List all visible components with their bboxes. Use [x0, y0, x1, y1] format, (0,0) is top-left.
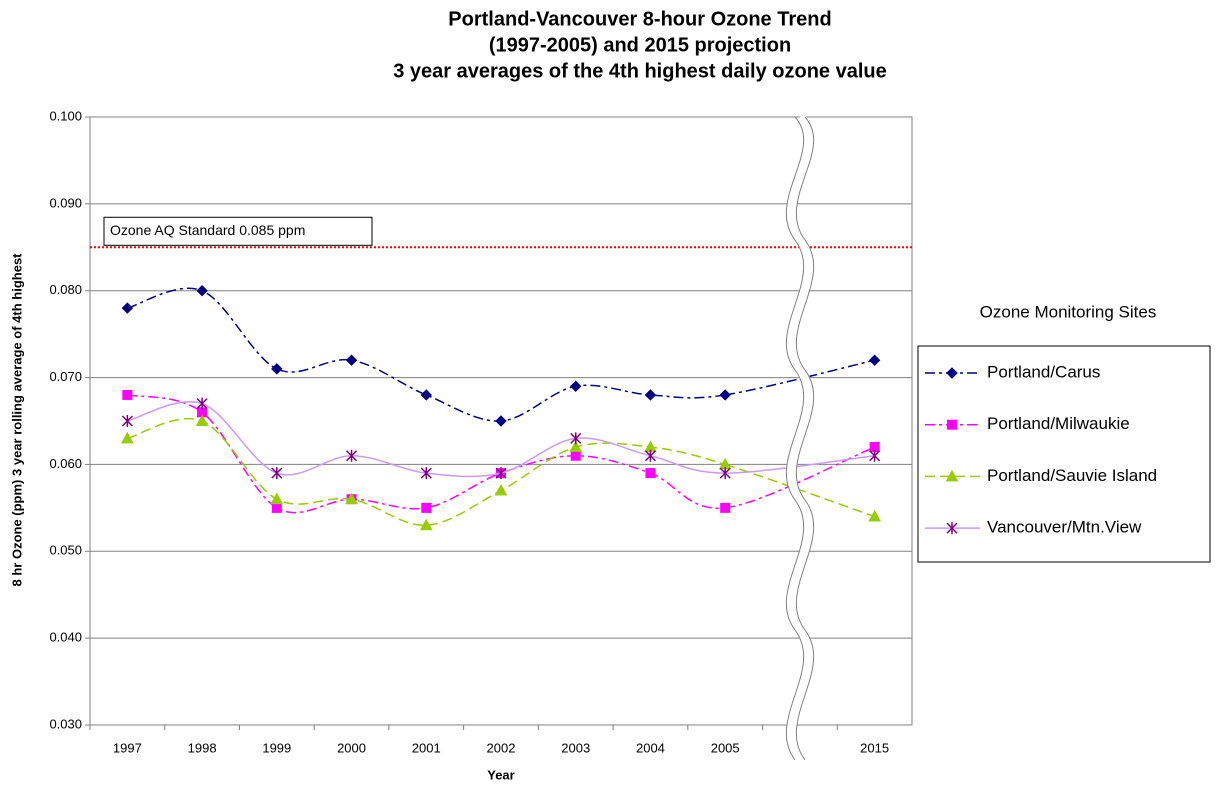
chart-title: (1997-2005) and 2015 projection — [489, 34, 791, 56]
data-point — [420, 389, 432, 401]
series-line — [127, 417, 726, 526]
y-tick-label: 0.040 — [49, 630, 82, 645]
data-point — [570, 380, 582, 392]
legend-marker — [947, 419, 957, 430]
legend-marker — [946, 522, 958, 535]
data-point — [121, 302, 134, 314]
break-mask — [786, 113, 814, 763]
data-point — [869, 449, 881, 462]
legend-label: Portland/Milwaukie — [987, 414, 1130, 433]
y-tick-label: 0.050 — [49, 543, 82, 558]
data-point — [271, 467, 283, 480]
legend-label: Portland/Sauvie Island — [987, 466, 1157, 485]
data-point — [720, 502, 731, 513]
legend-marker — [946, 367, 958, 379]
data-point — [122, 389, 133, 400]
y-tick-label: 0.060 — [49, 456, 82, 471]
x-tick-label: 2000 — [337, 740, 366, 755]
data-point — [570, 432, 582, 445]
data-point — [495, 415, 507, 427]
chart-title: Portland-Vancouver 8-hour Ozone Trend — [448, 8, 831, 30]
reference-label: Ozone AQ Standard 0.085 ppm — [110, 222, 305, 238]
data-point — [270, 492, 284, 505]
series-line — [127, 401, 726, 478]
legend-title: Ozone Monitoring Sites — [980, 302, 1157, 321]
data-point — [494, 483, 508, 496]
data-point — [271, 363, 283, 375]
series-bridge — [725, 359, 875, 396]
data-point — [570, 450, 581, 461]
x-tick-label: 2004 — [636, 740, 665, 755]
data-point — [719, 389, 731, 401]
x-tick-label: 1999 — [262, 740, 291, 755]
plot — [85, 116, 912, 730]
data-point — [195, 414, 209, 426]
data-point — [719, 467, 731, 480]
break-line — [795, 116, 815, 761]
x-tick-label: 2015 — [860, 740, 889, 755]
axis-break — [785, 113, 815, 763]
data-point — [196, 285, 208, 297]
legend-label: Portland/Carus — [987, 362, 1100, 381]
data-point — [420, 467, 432, 480]
y-tick-label: 0.100 — [49, 108, 82, 123]
y-tick-label: 0.070 — [49, 369, 82, 384]
x-tick-label: 2003 — [561, 740, 590, 755]
y-axis-title: 8 hr Ozone (ppm) 3 year rolling average … — [9, 253, 24, 587]
x-axis-title: Year — [487, 767, 514, 782]
data-point — [644, 449, 656, 462]
x-tick-label: 2002 — [487, 740, 516, 755]
x-tick-label: 1998 — [188, 740, 217, 755]
data-point — [345, 492, 358, 505]
chart-title: 3 year averages of the 4th highest daily… — [393, 60, 887, 82]
y-tick-label: 0.090 — [49, 195, 82, 210]
y-tick-label: 0.080 — [49, 282, 82, 297]
data-point — [421, 502, 432, 513]
data-point — [419, 518, 433, 531]
legend-label: Vancouver/Mtn.View — [987, 518, 1142, 537]
data-point — [345, 354, 358, 366]
data-point — [868, 354, 881, 366]
legend-marker — [945, 469, 959, 482]
series-bridge — [724, 463, 875, 518]
data-point — [644, 389, 657, 401]
y-tick-label: 0.030 — [49, 716, 82, 731]
data-point — [196, 397, 208, 410]
series-bridge — [725, 454, 875, 474]
data-point — [271, 502, 282, 513]
reference-label-box — [103, 216, 373, 246]
x-tick-label: 2001 — [412, 740, 441, 755]
data-point — [121, 431, 134, 444]
break-line — [785, 116, 805, 761]
data-point — [495, 467, 507, 480]
data-point — [868, 510, 881, 522]
series-bridge — [725, 446, 875, 509]
legend-box — [917, 345, 1211, 563]
data-point — [569, 440, 583, 453]
data-point — [645, 468, 656, 479]
data-point — [346, 449, 358, 462]
data-point — [121, 415, 133, 427]
x-tick-label: 1997 — [113, 740, 142, 755]
x-tick-label: 2005 — [711, 740, 740, 755]
